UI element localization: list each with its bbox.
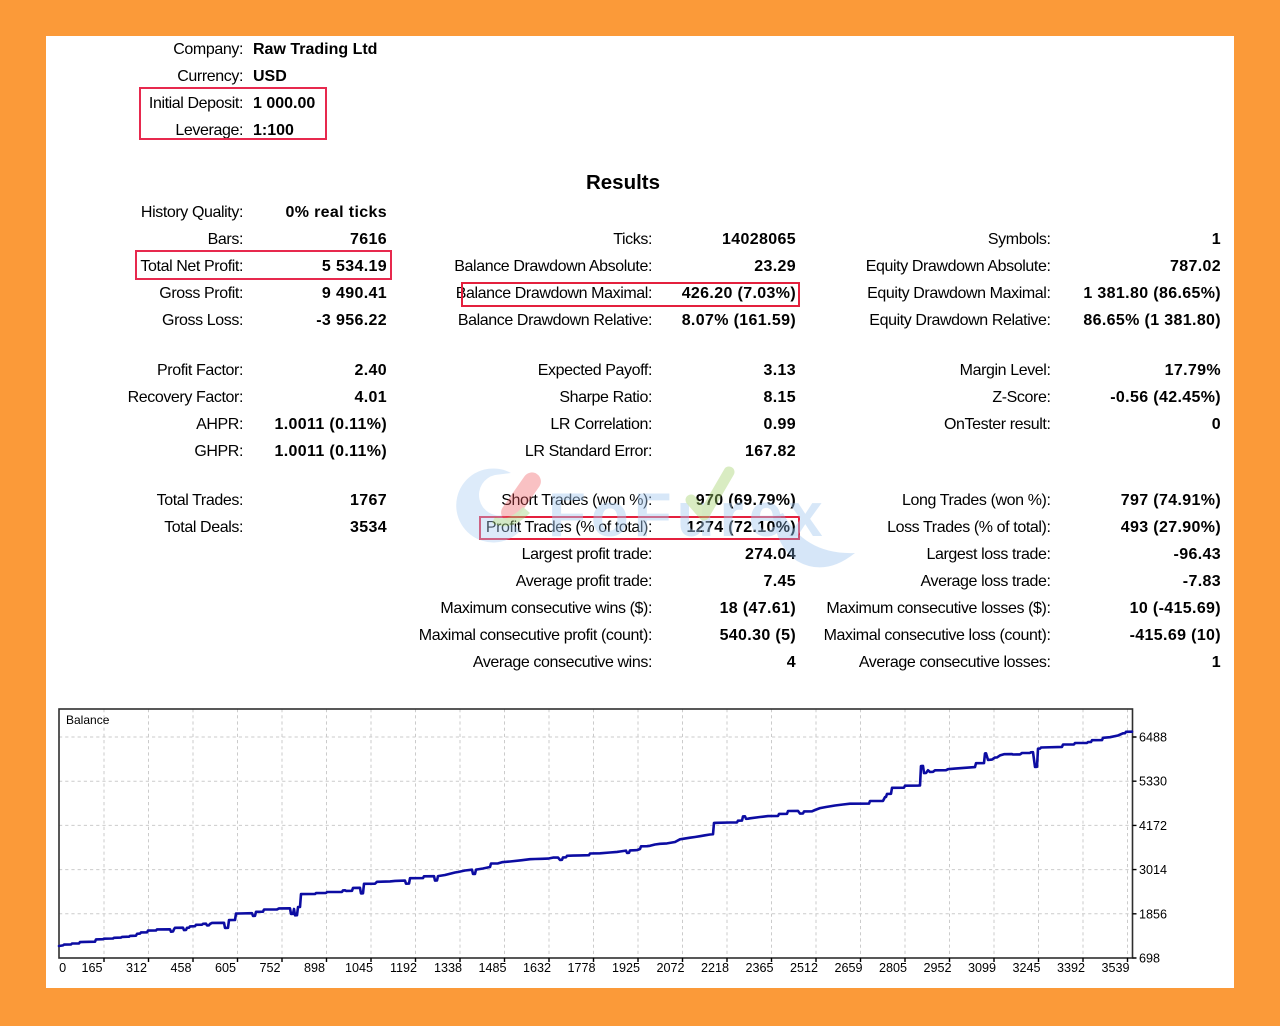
svg-text:1338: 1338 [434,961,462,975]
svg-text:605: 605 [215,961,236,975]
svg-text:312: 312 [126,961,147,975]
svg-text:2365: 2365 [745,961,773,975]
svg-text:4172: 4172 [1139,819,1167,833]
svg-text:698: 698 [1139,952,1160,966]
svg-text:898: 898 [304,961,325,975]
svg-text:2805: 2805 [879,961,907,975]
svg-text:2072: 2072 [656,961,684,975]
svg-text:1925: 1925 [612,961,640,975]
svg-text:Balance: Balance [66,713,110,727]
svg-text:5330: 5330 [1139,775,1167,789]
svg-text:3014: 3014 [1139,863,1167,877]
svg-text:1045: 1045 [345,961,373,975]
svg-text:2512: 2512 [790,961,818,975]
svg-text:1485: 1485 [478,961,506,975]
svg-text:1856: 1856 [1139,907,1167,921]
svg-text:0: 0 [59,961,66,975]
svg-text:752: 752 [259,961,280,975]
svg-text:1778: 1778 [567,961,595,975]
svg-text:1192: 1192 [390,961,417,975]
svg-text:3099: 3099 [968,961,996,975]
svg-text:2218: 2218 [701,961,729,975]
svg-text:165: 165 [81,961,102,975]
svg-text:2659: 2659 [834,961,862,975]
svg-text:1632: 1632 [523,961,551,975]
svg-text:2952: 2952 [923,961,951,975]
svg-text:3245: 3245 [1012,961,1040,975]
svg-text:6488: 6488 [1139,731,1167,745]
svg-text:3539: 3539 [1101,961,1129,975]
svg-text:FoFurex: FoFurex [548,481,828,550]
svg-text:458: 458 [170,961,191,975]
svg-text:3392: 3392 [1057,961,1085,975]
